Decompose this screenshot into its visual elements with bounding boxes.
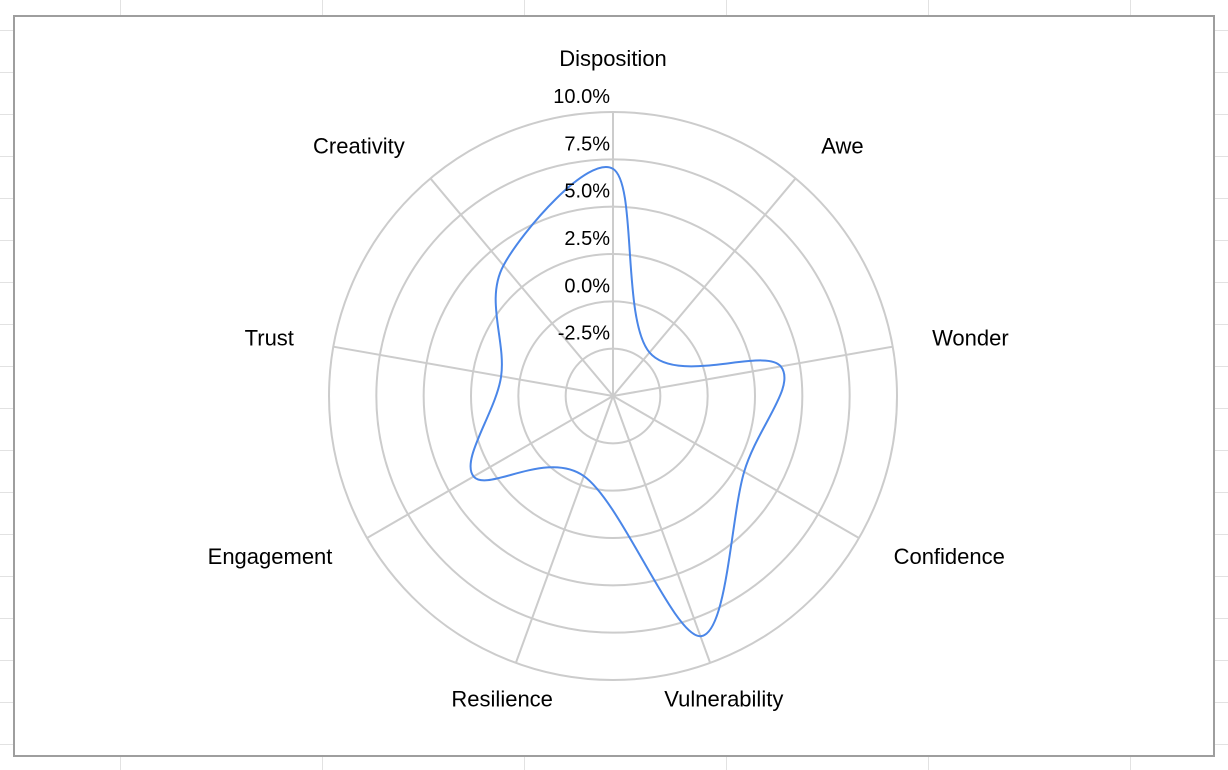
grid-spoke <box>333 345 614 397</box>
axis-label-resilience: Resilience <box>451 686 553 711</box>
axis-label-awe: Awe <box>821 134 863 159</box>
axis-label-creativity: Creativity <box>313 134 405 159</box>
axis-label-engagement: Engagement <box>208 544 333 569</box>
series-layer <box>469 166 786 638</box>
tick-label: 2.5% <box>564 228 610 250</box>
grid-spoke <box>612 395 860 539</box>
grid-spoke <box>612 345 893 397</box>
tick-label: 5.0% <box>564 181 610 203</box>
series-line <box>469 166 786 638</box>
grid-spoke <box>514 395 614 664</box>
tick-labels: -2.5% 0.0% 2.5% 5.0% 7.5% 10.0% <box>553 86 610 345</box>
axis-label-wonder: Wonder <box>932 326 1009 351</box>
axis-label-confidence: Confidence <box>894 544 1005 569</box>
axis-label-vulnerability: Vulnerability <box>664 686 783 711</box>
axis-label-trust: Trust <box>245 326 294 351</box>
tick-label: 7.5% <box>564 133 610 155</box>
grid-spoke <box>366 395 614 539</box>
grid-spoke <box>612 395 712 664</box>
tick-label: -2.5% <box>558 323 610 345</box>
grid-spoke <box>612 177 797 397</box>
axis-label-disposition: Disposition <box>559 46 667 71</box>
tick-label: 0.0% <box>564 275 610 297</box>
grid-spokes <box>333 112 893 664</box>
grid-spoke <box>429 177 614 397</box>
axis-labels: Disposition Awe Wonder Confidence Vulnerabil… <box>208 46 1009 711</box>
tick-label: 10.0% <box>553 86 610 108</box>
